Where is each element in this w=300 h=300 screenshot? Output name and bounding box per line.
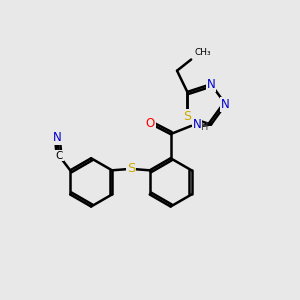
Text: S: S xyxy=(183,110,191,123)
Text: N: N xyxy=(207,78,215,91)
Text: N: N xyxy=(221,98,230,111)
Text: H: H xyxy=(201,122,208,132)
Text: CH₃: CH₃ xyxy=(195,49,211,58)
Text: N: N xyxy=(193,118,201,131)
Text: S: S xyxy=(127,162,135,175)
Text: O: O xyxy=(146,117,154,130)
Text: N: N xyxy=(53,131,62,144)
Text: C: C xyxy=(55,151,63,160)
